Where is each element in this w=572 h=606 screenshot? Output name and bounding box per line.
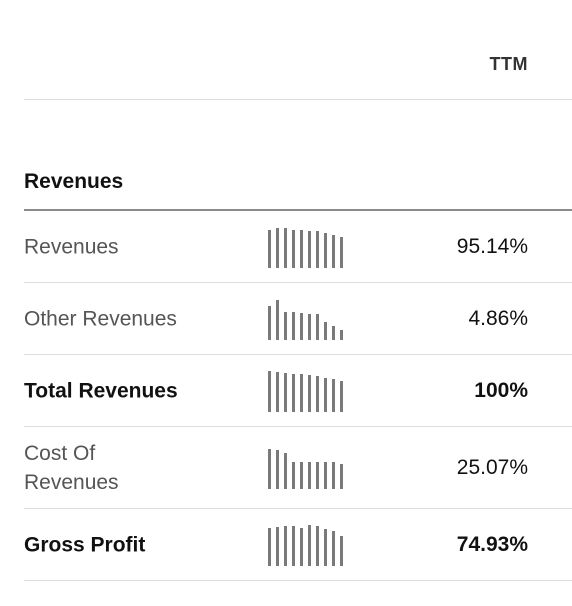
sparkline-bar xyxy=(292,525,295,566)
sparkline-bar xyxy=(332,234,335,268)
sparkline-bar xyxy=(340,329,343,340)
sparkline-bar xyxy=(300,229,303,268)
sparkline-bar xyxy=(284,311,287,340)
row-value: 25.07% xyxy=(456,455,528,479)
sparkline-bar xyxy=(292,229,295,268)
sparkline-bar xyxy=(268,370,271,412)
sparkline-bar xyxy=(308,374,311,412)
sparkline-bar xyxy=(316,525,319,566)
sparkline-bar xyxy=(276,449,279,489)
sparkline-bar xyxy=(340,236,343,268)
sparkline-bar xyxy=(284,525,287,566)
sparkline-bar xyxy=(324,321,327,340)
sparkline-bar xyxy=(300,373,303,412)
sparkline-bar xyxy=(316,461,319,489)
sparkline-bar xyxy=(324,461,327,489)
sparkline-bar xyxy=(284,227,287,268)
row-label: Revenues xyxy=(24,235,119,258)
sparkline-bar xyxy=(268,305,271,340)
row-label: Cost Of Revenues xyxy=(24,441,119,494)
sparkline-bar xyxy=(316,375,319,412)
table-row-gross-profit: Gross Profit 74.93% xyxy=(24,509,572,581)
trend-sparkline[interactable] xyxy=(268,524,348,566)
sparkline-bar xyxy=(300,312,303,340)
sparkline-bar xyxy=(308,461,311,489)
row-label: Total Revenues xyxy=(24,379,178,402)
sparkline-bar xyxy=(268,229,271,268)
sparkline-bar xyxy=(292,373,295,412)
sparkline-bar xyxy=(340,380,343,412)
sparkline-bar xyxy=(340,535,343,566)
trend-sparkline[interactable] xyxy=(268,447,348,489)
trend-sparkline[interactable] xyxy=(268,370,348,412)
sparkline-bar xyxy=(332,325,335,340)
sparkline-bar xyxy=(316,230,319,268)
sparkline-bar xyxy=(308,313,311,340)
row-value: 4.86% xyxy=(468,306,528,330)
sparkline-bar xyxy=(276,299,279,340)
sparkline-bar xyxy=(284,452,287,489)
sparkline-bar xyxy=(332,378,335,412)
sparkline-bar xyxy=(292,311,295,340)
financial-rows: Revenues 95.14% Other Revenues 4.86% Tot… xyxy=(24,211,572,581)
section-title: Revenues xyxy=(24,170,124,193)
sparkline-bar xyxy=(300,461,303,489)
sparkline-bar xyxy=(276,371,279,412)
header-divider xyxy=(24,99,572,100)
sparkline-bar xyxy=(292,461,295,489)
row-label: Gross Profit xyxy=(24,533,146,556)
sparkline-bar xyxy=(276,526,279,566)
trend-sparkline[interactable] xyxy=(268,298,348,340)
sparkline-bar xyxy=(268,527,271,566)
row-value: 100% xyxy=(474,378,528,402)
sparkline-bar xyxy=(276,227,279,268)
sparkline-bar xyxy=(300,527,303,566)
sparkline-bar xyxy=(324,528,327,566)
table-row-total-revenues: Total Revenues 100% xyxy=(24,355,572,427)
row-value: 95.14% xyxy=(456,234,528,258)
sparkline-bar xyxy=(324,377,327,412)
table-row-revenues: Revenues 95.14% xyxy=(24,211,572,283)
sparkline-bar xyxy=(340,463,343,489)
sparkline-bar xyxy=(308,524,311,566)
section-divider xyxy=(24,209,572,211)
trend-sparkline[interactable] xyxy=(268,226,348,268)
table-row-cost-of-revenues: Cost Of Revenues 25.07% xyxy=(24,427,572,509)
sparkline-bar xyxy=(268,448,271,489)
sparkline-bar xyxy=(284,372,287,412)
column-header-ttm: TTM xyxy=(489,54,528,74)
sparkline-bar xyxy=(324,232,327,268)
row-value: 74.93% xyxy=(456,532,528,556)
table-row-other-revenues: Other Revenues 4.86% xyxy=(24,283,572,355)
sparkline-bar xyxy=(332,461,335,489)
sparkline-bar xyxy=(308,230,311,268)
sparkline-bar xyxy=(332,530,335,566)
sparkline-bar xyxy=(316,313,319,340)
row-label: Other Revenues xyxy=(24,307,177,330)
